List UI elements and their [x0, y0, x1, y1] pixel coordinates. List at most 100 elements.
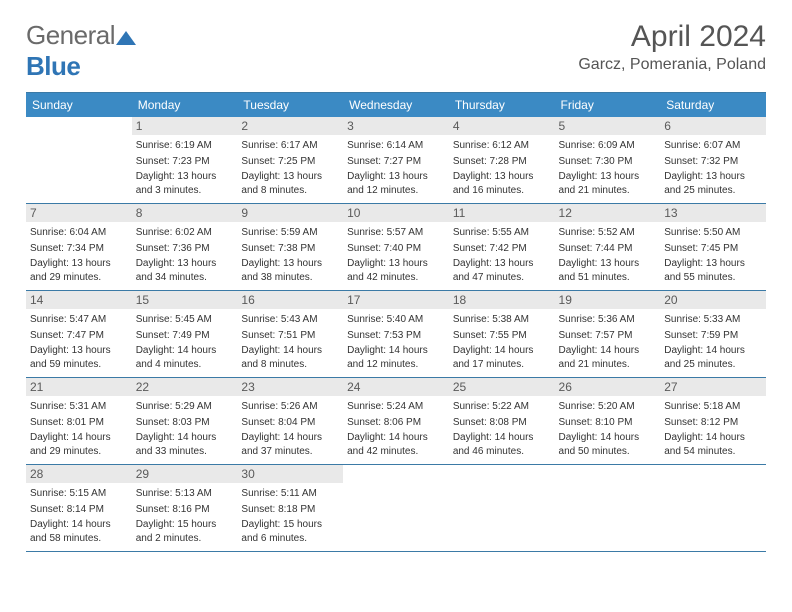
calendar-cell: 27Sunrise: 5:18 AMSunset: 8:12 PMDayligh… [660, 378, 766, 465]
daylight-text: Daylight: 13 hours and 12 minutes. [347, 170, 445, 197]
sunrise-text: Sunrise: 5:47 AM [30, 313, 128, 327]
calendar-cell [449, 465, 555, 552]
daylight-text: Daylight: 13 hours and 34 minutes. [136, 257, 234, 284]
sunset-text: Sunset: 8:14 PM [30, 503, 128, 517]
sunrise-text: Sunrise: 5:38 AM [453, 313, 551, 327]
day-number [660, 465, 766, 469]
daylight-text: Daylight: 14 hours and 12 minutes. [347, 344, 445, 371]
calendar-cell: 30Sunrise: 5:11 AMSunset: 8:18 PMDayligh… [237, 465, 343, 552]
calendar-cell: 29Sunrise: 5:13 AMSunset: 8:16 PMDayligh… [132, 465, 238, 552]
calendar-cell: 7Sunrise: 6:04 AMSunset: 7:34 PMDaylight… [26, 204, 132, 291]
sunset-text: Sunset: 7:42 PM [453, 242, 551, 256]
sunset-text: Sunset: 7:38 PM [241, 242, 339, 256]
calendar-cell: 2Sunrise: 6:17 AMSunset: 7:25 PMDaylight… [237, 117, 343, 204]
header: GeneralBlue April 2024 Garcz, Pomerania,… [26, 20, 766, 82]
sunrise-text: Sunrise: 5:20 AM [559, 400, 657, 414]
calendar-cell: 6Sunrise: 6:07 AMSunset: 7:32 PMDaylight… [660, 117, 766, 204]
day-number: 29 [132, 465, 238, 483]
day-number: 16 [237, 291, 343, 309]
daylight-text: Daylight: 14 hours and 17 minutes. [453, 344, 551, 371]
day-header: Monday [132, 93, 238, 118]
calendar-week: 7Sunrise: 6:04 AMSunset: 7:34 PMDaylight… [26, 204, 766, 291]
sunset-text: Sunset: 7:59 PM [664, 329, 762, 343]
daylight-text: Daylight: 14 hours and 46 minutes. [453, 431, 551, 458]
day-info: Sunrise: 6:12 AMSunset: 7:28 PMDaylight:… [449, 135, 555, 201]
sunrise-text: Sunrise: 5:50 AM [664, 226, 762, 240]
calendar-cell: 15Sunrise: 5:45 AMSunset: 7:49 PMDayligh… [132, 291, 238, 378]
logo-part2: Blue [26, 51, 80, 81]
calendar-cell: 9Sunrise: 5:59 AMSunset: 7:38 PMDaylight… [237, 204, 343, 291]
calendar-cell: 10Sunrise: 5:57 AMSunset: 7:40 PMDayligh… [343, 204, 449, 291]
calendar-cell: 20Sunrise: 5:33 AMSunset: 7:59 PMDayligh… [660, 291, 766, 378]
calendar-cell: 13Sunrise: 5:50 AMSunset: 7:45 PMDayligh… [660, 204, 766, 291]
daylight-text: Daylight: 13 hours and 25 minutes. [664, 170, 762, 197]
day-info: Sunrise: 5:36 AMSunset: 7:57 PMDaylight:… [555, 309, 661, 375]
daylight-text: Daylight: 13 hours and 47 minutes. [453, 257, 551, 284]
logo-part1: General [26, 20, 115, 50]
calendar-cell: 21Sunrise: 5:31 AMSunset: 8:01 PMDayligh… [26, 378, 132, 465]
day-info: Sunrise: 5:38 AM Sunset: 7:55 PMDaylight:… [449, 309, 555, 375]
daylight-text: Daylight: 14 hours and 50 minutes. [559, 431, 657, 458]
calendar-week: 21Sunrise: 5:31 AMSunset: 8:01 PMDayligh… [26, 378, 766, 465]
day-info: Sunrise: 5:33 AMSunset: 7:59 PMDaylight:… [660, 309, 766, 375]
daylight-text: Daylight: 13 hours and 29 minutes. [30, 257, 128, 284]
sunset-text: Sunset: 7:44 PM [559, 242, 657, 256]
day-number: 27 [660, 378, 766, 396]
calendar-cell: 19Sunrise: 5:36 AMSunset: 7:57 PMDayligh… [555, 291, 661, 378]
sunset-text: Sunset: 7:55 PM [453, 329, 551, 343]
day-number: 18 [449, 291, 555, 309]
day-info: Sunrise: 6:04 AMSunset: 7:34 PMDaylight:… [26, 222, 132, 288]
day-info: Sunrise: 5:18 AMSunset: 8:12 PMDaylight:… [660, 396, 766, 462]
location: Garcz, Pomerania, Poland [578, 56, 766, 74]
day-info: Sunrise: 6:09 AMSunset: 7:30 PMDaylight:… [555, 135, 661, 201]
calendar-cell [660, 465, 766, 552]
day-info: Sunrise: 5:20 AM Sunset: 8:10 PMDaylight:… [555, 396, 661, 462]
calendar-table: Sunday Monday Tuesday Wednesday Thursday… [26, 92, 766, 552]
calendar-cell: 18 Sunrise: 5:38 AM Sunset: 7:55 PMDayligh… [449, 291, 555, 378]
day-number: 9 [237, 204, 343, 222]
sunrise-text: Sunrise: 5:59 AM [241, 226, 339, 240]
sunset-text: Sunset: 8:06 PM [347, 416, 445, 430]
calendar-cell: 24Sunrise: 5:24 AMSunset: 8:06 PMDayligh… [343, 378, 449, 465]
calendar-cell: 1Sunrise: 6:19 AMSunset: 7:23 PMDaylight… [132, 117, 238, 204]
day-number: 3 [343, 117, 449, 135]
sunrise-text: Sunrise: 5:18 AM [664, 400, 762, 414]
day-number [449, 465, 555, 469]
daylight-text: Daylight: 13 hours and 3 minutes. [136, 170, 234, 197]
daylight-text: Daylight: 14 hours and 37 minutes. [241, 431, 339, 458]
day-number: 12 [555, 204, 661, 222]
sunset-text: Sunset: 7:32 PM [664, 155, 762, 169]
daylight-text: Daylight: 14 hours and 54 minutes. [664, 431, 762, 458]
sunset-text: Sunset: 7:57 PM [559, 329, 657, 343]
sunset-text: Sunset: 7:23 PM [136, 155, 234, 169]
daylight-text: Daylight: 13 hours and 16 minutes. [453, 170, 551, 197]
sunrise-text: Sunrise: 5:22 AM [453, 400, 551, 414]
sunset-text: Sunset: 7:47 PM [30, 329, 128, 343]
sunset-text: Sunset: 7:27 PM [347, 155, 445, 169]
logo-text: GeneralBlue [26, 20, 137, 82]
calendar-cell: 4Sunrise: 6:12 AMSunset: 7:28 PMDaylight… [449, 117, 555, 204]
sunrise-text: Sunrise: 6:14 AM [347, 139, 445, 153]
calendar-cell: 26Sunrise: 5:20 AMSunset: 8:10 PMDayligh… [555, 378, 661, 465]
day-header: Wednesday [343, 93, 449, 118]
day-info: Sunrise: 5:24 AMSunset: 8:06 PMDaylight:… [343, 396, 449, 462]
day-number: 7 [26, 204, 132, 222]
daylight-text: Daylight: 13 hours and 51 minutes. [559, 257, 657, 284]
sunrise-text: Sunrise: 5:43 AM [241, 313, 339, 327]
sunset-text: Sunset: 8:03 PM [136, 416, 234, 430]
day-info: Sunrise: 5:22 AMSunset: 8:08 PMDaylight:… [449, 396, 555, 462]
day-number: 19 [555, 291, 661, 309]
calendar-cell: 8Sunrise: 6:02 AMSunset: 7:36 PMDaylight… [132, 204, 238, 291]
sunset-text: Sunset: 7:30 PM [559, 155, 657, 169]
daylight-text: Daylight: 13 hours and 8 minutes. [241, 170, 339, 197]
day-number: 17 [343, 291, 449, 309]
day-header: Saturday [660, 93, 766, 118]
daylight-text: Daylight: 15 hours and 2 minutes. [136, 518, 234, 545]
calendar-week: 28Sunrise: 5:15 AMSunset: 8:14 PMDayligh… [26, 465, 766, 552]
day-number: 6 [660, 117, 766, 135]
sunset-text: Sunset: 7:49 PM [136, 329, 234, 343]
sunset-text: Sunset: 8:10 PM [559, 416, 657, 430]
sunset-text: Sunset: 8:04 PM [241, 416, 339, 430]
sunrise-text: Sunrise: 6:09 AM [559, 139, 657, 153]
sunrise-text: Sunrise: 5:11 AM [241, 487, 339, 501]
